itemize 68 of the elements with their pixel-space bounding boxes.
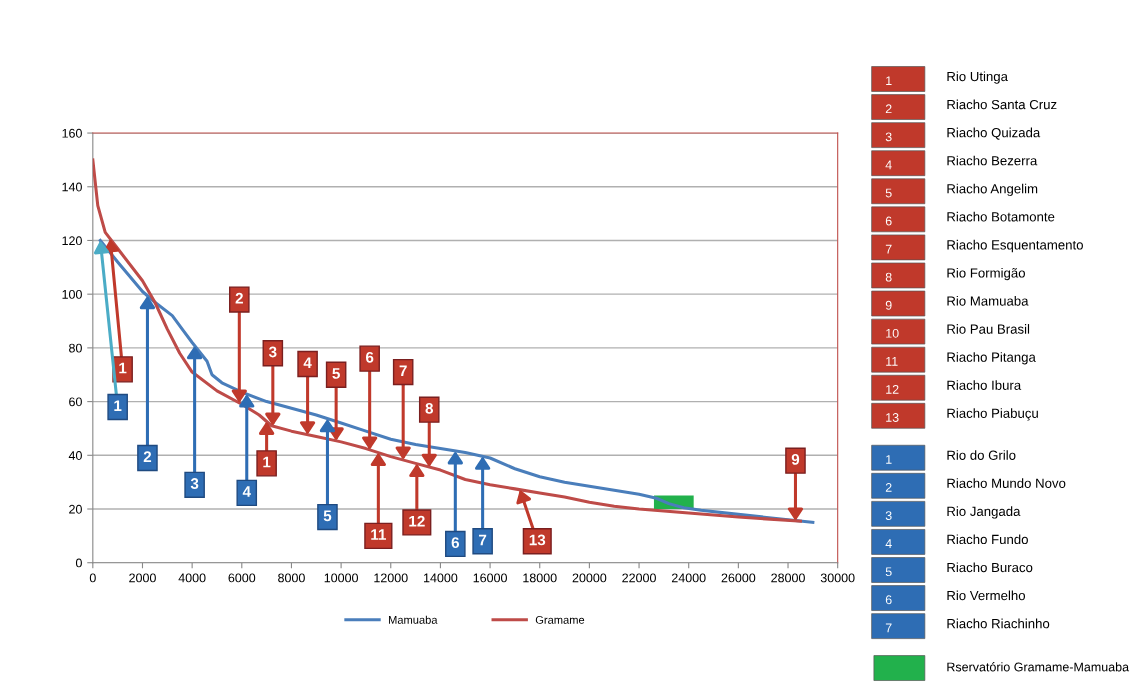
annotation: 9 [791,453,800,465]
x-tick-label: 8000 [278,573,305,583]
x-tick-label: 26000 [721,573,756,583]
annotation: 2 [143,451,152,462]
annotation: 1 [114,400,122,411]
annotation: 5 [332,368,340,379]
x-tick-label: 22000 [622,573,656,583]
x-tick-label: 2000 [129,573,156,583]
annotation: 4 [242,486,251,497]
annotation: 13 [529,534,546,546]
y-tick-label: 120 [62,236,82,246]
annotation: 6 [451,537,460,549]
x-tick-label: 24000 [671,573,706,583]
y-tick-label: 20 [69,504,82,514]
x-tick-label: 14000 [424,573,458,583]
x-tick-label: 20000 [572,573,607,583]
x-tick-label: 0 [89,573,96,583]
annotation: 11 [371,529,386,540]
x-tick-label: 10000 [324,573,358,583]
text: 12 Riacho Ibura [886,380,1022,394]
text: 3 Rio Jangada [885,506,1021,520]
annotation: 4 [303,357,312,368]
y-tick-label: 60 [69,397,82,407]
x-tick-label: 30000 [820,573,855,583]
x-tick-label: 6000 [228,573,256,583]
x-tick-label: 4000 [178,573,206,583]
y-tick-label: 0 [75,558,82,568]
text: 9 Rio Mamuaba [885,296,1029,310]
annotation: 8 [425,402,434,414]
annotation: 1 [263,456,271,468]
text: 5 Riacho Angelim [885,183,1038,198]
y-tick-label: 140 [62,182,82,192]
x-tick-label: 12000 [374,573,408,583]
text: 2 Riacho Mundo Novo [885,478,1066,492]
annotation: 7 [479,534,487,546]
text: 7 Riacho Riachinho [885,618,1050,633]
annotation: 2 [235,292,243,304]
text: 4 Riacho Fundo [885,534,1028,548]
text: 2 Riacho Santa Cruz [885,99,1057,114]
text: 8 Rio Formigão [885,267,1025,282]
text: 10 Rio Pau Brasil [886,324,1030,338]
legend-label: Gramame [535,615,585,624]
text: 1 Rio Utinga [886,71,1008,86]
text: 4 Riacho Bezerra [885,155,1038,170]
annotation: 3 [268,346,277,358]
annotation: 7 [399,365,407,377]
text: 6 Rio Vermelho [885,590,1026,605]
x-tick-label: 16000 [473,573,507,583]
annotation: 12 [409,515,425,527]
legend-label: Mamuaba [388,615,438,624]
y-tick-label: 40 [68,451,82,460]
text: Rservatório Gramame-Mamuaba [947,662,1130,672]
text: 3 Riacho Quizada [885,127,1041,142]
x-tick-label: 18000 [523,573,557,583]
y-tick-label: 100 [62,289,82,299]
text: 11 Riacho Pitanga [886,352,1036,366]
annotation: 3 [190,478,199,489]
annotation: 6 [365,351,374,363]
text: 7 Riacho Esquentamento [885,239,1083,254]
text: 6 Riacho Botamonte [885,211,1055,226]
y-tick-label: 160 [62,128,82,138]
text: 13 Riacho Piabuçu [886,408,1038,422]
text: 5 Riacho Buraco [885,562,1033,577]
x-tick-label: 28000 [771,573,805,583]
annotation: 5 [323,510,332,522]
annotation: 1 [119,362,127,374]
text: 1 Rio do Grilo [886,450,1016,464]
y-tick-label: 80 [69,343,82,353]
